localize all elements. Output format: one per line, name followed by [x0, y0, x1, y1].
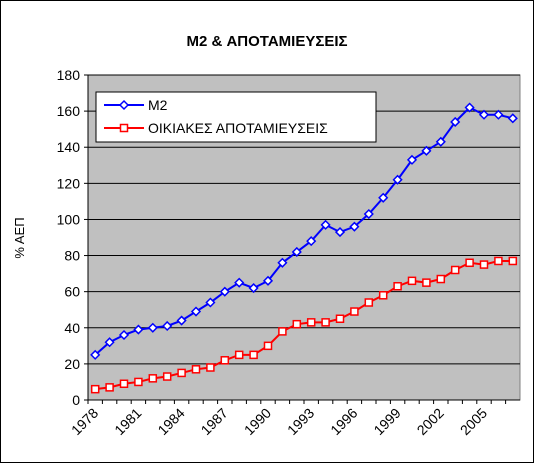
y-axis-label: % ΑΕΠ: [12, 217, 27, 258]
point-marker: [334, 227, 346, 238]
y-tick-label: 120: [57, 175, 81, 191]
point-marker: [508, 256, 518, 266]
point-marker: [162, 372, 172, 381]
point-marker: [407, 276, 417, 286]
point-marker: [148, 374, 158, 383]
y-tick-label: 140: [57, 139, 81, 155]
point-marker: [219, 286, 230, 297]
point-marker: [291, 246, 302, 258]
point-marker: [118, 329, 130, 341]
point-marker: [249, 350, 258, 360]
point-marker: [450, 116, 461, 128]
point-marker: [479, 260, 489, 269]
legend-marker: [119, 123, 129, 133]
point-marker: [190, 306, 202, 317]
point-marker: [392, 174, 403, 185]
point-marker: [263, 341, 273, 351]
point-marker: [450, 265, 460, 275]
y-tick-label: 20: [64, 356, 80, 372]
point-marker: [320, 219, 331, 230]
point-marker: [435, 136, 446, 147]
y-tick-label: 80: [64, 248, 80, 264]
point-marker: [277, 257, 288, 268]
chart-title: M2 & ΑΠΟΤΑΜΙΕΥΣΕΙΣ: [186, 33, 347, 50]
point-marker: [234, 277, 245, 288]
point-marker: [105, 383, 114, 392]
point-marker: [494, 256, 503, 266]
point-marker: [220, 356, 230, 365]
y-tick-label: 60: [64, 284, 80, 300]
point-marker: [421, 145, 432, 156]
point-marker: [205, 297, 216, 308]
point-marker: [321, 318, 330, 327]
y-tick-label: 40: [64, 320, 80, 336]
point-marker: [262, 275, 274, 286]
legend-box: [95, 91, 377, 143]
point-marker: [90, 349, 101, 360]
point-marker: [292, 319, 302, 329]
point-marker: [191, 365, 201, 374]
point-marker: [478, 109, 490, 120]
point-marker: [162, 320, 173, 332]
y-tick-label: 160: [57, 103, 81, 119]
point-marker: [364, 298, 374, 307]
point-marker: [335, 314, 345, 323]
point-marker: [363, 208, 374, 220]
legend-marker: [118, 99, 130, 111]
point-marker: [436, 274, 446, 284]
point-marker: [493, 109, 504, 120]
point-marker: [147, 322, 158, 333]
point-marker: [465, 258, 474, 268]
point-marker: [206, 363, 215, 372]
y-tick-label: 100: [57, 211, 81, 227]
point-marker: [177, 368, 186, 378]
point-marker: [134, 377, 143, 387]
y-tick-label: 0: [72, 392, 80, 408]
point-marker: [248, 282, 259, 294]
point-marker: [306, 318, 316, 327]
y-tick-label: 180: [57, 67, 81, 83]
legend-label: ΟΙΚΙΑΚΕΣ ΑΠΟΤΑΜΙΕΥΣΕΙΣ: [148, 120, 328, 136]
point-marker: [133, 324, 144, 335]
point-marker: [119, 379, 129, 388]
point-marker: [176, 315, 187, 326]
point-marker: [378, 192, 389, 203]
point-marker: [406, 154, 418, 165]
point-marker: [378, 291, 388, 300]
point-marker: [507, 113, 518, 124]
point-marker: [234, 350, 244, 360]
legend-label: M2: [148, 97, 168, 113]
point-marker: [393, 282, 402, 291]
point-marker: [104, 337, 115, 348]
point-marker: [350, 307, 359, 316]
point-marker: [349, 221, 360, 232]
point-marker: [306, 236, 317, 247]
point-marker: [422, 278, 431, 287]
point-marker: [464, 102, 475, 113]
point-marker: [278, 327, 287, 336]
point-marker: [90, 384, 100, 394]
